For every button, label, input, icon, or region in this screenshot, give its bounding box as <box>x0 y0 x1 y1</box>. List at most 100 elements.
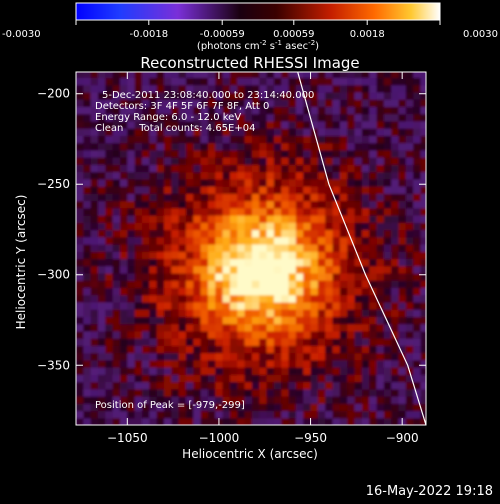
heatmap-cell <box>222 149 231 158</box>
heatmap-cell <box>398 200 407 209</box>
heatmap-cell <box>83 251 92 260</box>
heatmap-cell <box>266 142 275 151</box>
heatmap-cell <box>90 164 99 173</box>
heatmap-cell <box>325 77 334 86</box>
heatmap-cell <box>413 193 422 202</box>
heatmap-cell <box>141 258 150 267</box>
heatmap-cell <box>273 135 282 144</box>
heatmap-cell <box>178 178 187 187</box>
heatmap-cell <box>376 157 385 165</box>
heatmap-cell <box>222 287 231 296</box>
heatmap-cell <box>369 77 378 86</box>
heatmap-cell <box>185 186 194 194</box>
heatmap-cell <box>112 178 121 187</box>
heatmap-cell <box>83 200 92 209</box>
heatmap-cell <box>325 193 334 202</box>
heatmap-cell <box>215 164 224 173</box>
heatmap-cell <box>244 381 253 390</box>
heatmap-cell <box>178 222 187 231</box>
heatmap-cell <box>332 374 341 383</box>
heatmap-cell <box>310 149 319 158</box>
heatmap-cell <box>171 309 180 317</box>
heatmap-cell <box>398 396 407 404</box>
heatmap-cell <box>141 113 150 122</box>
heatmap-cell <box>405 135 414 144</box>
heatmap-cell <box>156 316 165 325</box>
heatmap-cell <box>376 316 385 325</box>
heatmap-cell <box>354 229 363 238</box>
heatmap-cell <box>156 403 165 412</box>
heatmap-cell <box>383 251 392 260</box>
heatmap-cell <box>354 186 363 194</box>
heatmap-cell <box>354 265 363 274</box>
heatmap-cell <box>134 84 143 93</box>
heatmap-cell <box>112 330 121 339</box>
heatmap-cell <box>185 251 194 260</box>
heatmap-cell <box>134 417 143 425</box>
heatmap-cell <box>244 352 253 361</box>
heatmap-cell <box>295 91 304 100</box>
heatmap-cell <box>141 403 150 412</box>
heatmap-cell <box>237 120 246 129</box>
heatmap-cell <box>266 280 275 289</box>
heatmap-cell <box>251 99 260 107</box>
heatmap-cell <box>193 236 202 245</box>
heatmap-cell <box>207 99 216 107</box>
heatmap-cell <box>339 251 348 260</box>
heatmap-cell <box>317 272 326 281</box>
heatmap-cell <box>90 229 99 238</box>
heatmap-cell <box>354 294 363 303</box>
heatmap-cell <box>420 243 426 252</box>
heatmap-cell <box>90 403 99 412</box>
heatmap-cell <box>391 417 400 425</box>
heatmap-cell <box>185 193 194 202</box>
heatmap-cell <box>207 84 216 93</box>
heatmap-cell <box>398 215 407 223</box>
heatmap-cell <box>281 338 290 346</box>
heatmap-cell <box>398 345 407 354</box>
heatmap-cell <box>339 374 348 383</box>
heatmap-cell <box>251 388 260 397</box>
heatmap-cell <box>97 265 106 274</box>
heatmap-cell <box>105 352 114 361</box>
heatmap-cell <box>156 135 165 144</box>
heatmap-cell <box>369 251 378 260</box>
heatmap-cell <box>200 258 209 267</box>
heatmap-cell <box>222 229 231 238</box>
heatmap-cell <box>376 113 385 122</box>
heatmap-cell <box>207 251 216 260</box>
heatmap-cell <box>266 388 275 397</box>
heatmap-cell <box>127 338 136 346</box>
heatmap-cell <box>317 106 326 115</box>
heatmap-cell <box>383 403 392 412</box>
heatmap-cell <box>156 251 165 260</box>
heatmap-cell <box>193 178 202 187</box>
heatmap-cell <box>156 99 165 107</box>
heatmap-cell <box>325 99 334 107</box>
heatmap-cell <box>193 410 202 419</box>
heatmap-cell <box>105 280 114 289</box>
heatmap-cell <box>76 200 84 209</box>
heatmap-cell <box>266 128 275 136</box>
heatmap-cell <box>149 352 158 361</box>
heatmap-cell <box>83 72 92 79</box>
heatmap-cell <box>90 243 99 252</box>
heatmap-cell <box>112 381 121 390</box>
heatmap-cell <box>339 330 348 339</box>
heatmap-cell <box>398 410 407 419</box>
heatmap-cell <box>178 251 187 260</box>
heatmap-cell <box>229 236 238 245</box>
heatmap-cell <box>361 236 370 245</box>
heatmap-cell <box>281 410 290 419</box>
heatmap-cell <box>119 106 128 115</box>
heatmap-cell <box>361 280 370 289</box>
heatmap-cell <box>273 265 282 274</box>
heatmap-cell <box>127 157 136 165</box>
heatmap-cell <box>207 128 216 136</box>
heatmap-cell <box>310 294 319 303</box>
heatmap-cell <box>376 265 385 274</box>
heatmap-cell <box>76 316 84 325</box>
heatmap-cell <box>141 120 150 129</box>
heatmap-cell <box>266 309 275 317</box>
heatmap-cell <box>193 330 202 339</box>
